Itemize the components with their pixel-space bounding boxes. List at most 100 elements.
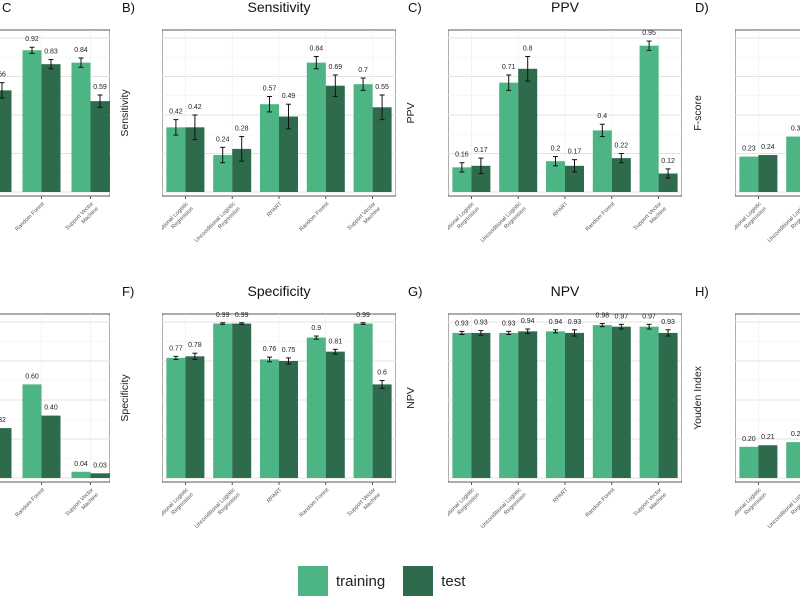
x-tick-label-line: RPART xyxy=(266,201,284,219)
x-tick-label-line: Random Forest xyxy=(585,201,617,233)
data-label: 0.9 xyxy=(311,325,321,332)
y-tick-label: 0.50 xyxy=(142,396,157,405)
bar-training-0 xyxy=(166,357,186,478)
x-tick-label: Conditional LogisticRegression xyxy=(151,201,195,245)
data-label: 0.23 xyxy=(742,146,756,153)
bar-training-3 xyxy=(306,337,326,478)
data-label: 0.21 xyxy=(761,434,775,441)
bar-test-2 xyxy=(565,165,584,192)
y-tick-label: 0.75 xyxy=(715,73,730,82)
data-label: 0.81 xyxy=(328,338,342,345)
bar-training-1 xyxy=(213,323,233,478)
bar-test-4 xyxy=(658,332,678,478)
bar-test-3 xyxy=(325,351,345,478)
bar-training-2 xyxy=(260,359,279,478)
x-tick-label-line: Random Forest xyxy=(299,201,331,233)
legend: training test xyxy=(298,564,465,598)
data-label: 0.6 xyxy=(377,370,387,377)
data-label: 0.93 xyxy=(568,319,582,326)
data-label: 0.42 xyxy=(169,109,183,116)
y-tick-label: 0.00 xyxy=(715,474,730,483)
x-tick-label: RPART xyxy=(266,487,284,505)
bar-test-3 xyxy=(611,158,631,192)
y-axis-label: Sensitivity xyxy=(119,89,131,137)
y-tick-label: 0.75 xyxy=(142,357,157,366)
y-axis-label: NPV xyxy=(405,387,417,409)
data-label: 0.49 xyxy=(282,93,296,100)
data-label: 0.24 xyxy=(216,136,230,143)
x-tick-label: Support VectorMachine xyxy=(64,201,99,236)
bar-training-4 xyxy=(639,326,659,478)
x-tick-label-line: Unconditional Logistic xyxy=(194,201,237,244)
x-tick-label-line: RPART xyxy=(266,487,284,505)
data-label: 0.40 xyxy=(44,405,58,412)
x-tick-label-line: Unconditional Logistic xyxy=(480,201,523,244)
data-label: 0.71 xyxy=(502,64,516,71)
data-label: 0.69 xyxy=(328,64,342,71)
panel-b-1: 0.00 0.25 0.50 0.75 1.00 0.42 0.42 Conditional … xyxy=(151,29,396,249)
x-tick-label: Unconditional LogisticRegression xyxy=(480,487,528,535)
bar-test-2 xyxy=(0,90,12,192)
y-tick-label: 1.00 xyxy=(142,318,157,327)
data-label: 0.12 xyxy=(661,158,675,165)
bar-training-2 xyxy=(546,331,565,478)
bar-test-1 xyxy=(232,148,252,192)
bar-training-3 xyxy=(22,50,42,192)
y-tick-label: 0.00 xyxy=(142,474,157,483)
y-axis-label: Youden Index xyxy=(692,365,704,430)
x-tick-label: Support VectorMachine xyxy=(64,487,99,522)
data-label: 0.4 xyxy=(597,113,607,120)
data-label: 0.97 xyxy=(642,313,656,320)
y-tick-label: 0.75 xyxy=(428,73,443,82)
x-tick-label: Unconditional LogisticRegression xyxy=(194,487,242,535)
bar-training-0 xyxy=(739,446,759,478)
bar-test-2 xyxy=(0,428,12,478)
panel-f-5: 0.00 0.25 0.50 0.75 1.00 0.77 0.78 Conditional … xyxy=(142,312,396,535)
data-label: 0.2 xyxy=(791,431,800,438)
bar-training-4 xyxy=(71,471,91,478)
x-tick-label: RPART xyxy=(552,487,570,505)
data-label: 0.93 xyxy=(502,320,516,327)
x-tick-label: Random Forest xyxy=(299,201,331,233)
x-tick-label: Support VectorMachine xyxy=(633,201,668,236)
x-tick-label: Conditional LogisticRegression xyxy=(724,487,768,531)
data-label: 0.78 xyxy=(188,342,202,349)
bar-test-0 xyxy=(758,155,778,192)
bar-test-1 xyxy=(518,331,538,478)
x-tick-label: Unconditional LogisticRegression xyxy=(194,201,242,249)
panel-tag: D) xyxy=(695,0,709,15)
data-label: 66 xyxy=(0,72,6,79)
data-label: 0.04 xyxy=(74,461,88,468)
data-label: 0.20 xyxy=(742,436,756,443)
bar-test-2 xyxy=(279,116,298,192)
data-label: 0.8 xyxy=(523,45,533,52)
x-tick-label-line: Random Forest xyxy=(14,487,46,519)
panel-d-3: 0.00 0.25 0.50 0.75 1.00 0.23 0.24 Conditional … xyxy=(715,29,800,249)
data-label: 0.22 xyxy=(614,143,628,150)
bar-training-4 xyxy=(353,323,373,478)
x-tick-label: Unconditional LogisticRegression xyxy=(767,487,800,535)
x-tick-label-line: Unconditional Logistic xyxy=(480,487,523,530)
data-label: 0.94 xyxy=(549,319,563,326)
bar-training-1 xyxy=(499,332,519,478)
panel-tag: C) xyxy=(408,0,422,15)
data-label: 0.83 xyxy=(44,49,58,56)
y-tick-label: 1.00 xyxy=(715,34,730,43)
bar-test-3 xyxy=(41,415,61,478)
y-tick-label: 0.25 xyxy=(715,150,730,159)
panel-title: Specificity xyxy=(247,283,310,299)
panel-title: Sensitivity xyxy=(247,0,310,15)
data-label: 0.95 xyxy=(642,30,656,37)
x-tick-label: Random Forest xyxy=(585,487,617,519)
data-label: 0.76 xyxy=(263,346,277,353)
bar-test-4 xyxy=(658,173,678,192)
bar-training-0 xyxy=(452,167,472,192)
x-tick-label-line: Unconditional Logistic xyxy=(194,487,237,530)
panel-c-2: 0.00 0.25 0.50 0.75 1.00 0.16 0.17 Conditional … xyxy=(428,29,682,244)
bar-training-0 xyxy=(166,127,186,192)
bar-test-3 xyxy=(611,326,631,478)
bar-training-1 xyxy=(786,442,800,478)
x-tick-label: Unconditional LogisticRegression xyxy=(767,201,800,249)
x-tick-label: Conditional LogisticRegression xyxy=(724,201,768,245)
